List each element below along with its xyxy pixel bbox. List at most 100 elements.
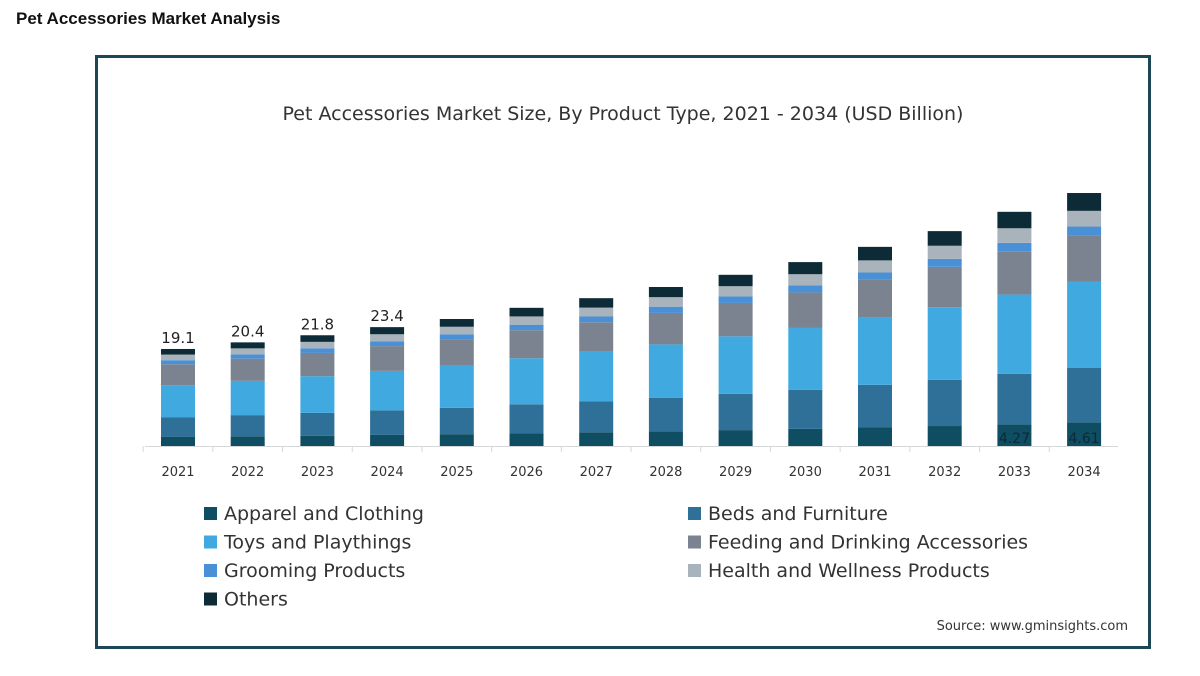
bar-segment-2021-others [161,348,195,355]
bar-segment-2029-beds-and-furniture [718,393,753,431]
bar-segment-2033-health-and-wellness-products [997,228,1032,243]
bar-segment-2032-health-and-wellness-products [927,245,962,259]
bar-segment-2027-beds-and-furniture [579,401,614,433]
bar-segment-2027-health-and-wellness-products [579,307,614,317]
bar-segment-2030-grooming-products [788,285,823,293]
x-tick-label: 2031 [858,465,891,480]
bar-segment-2033-feeding-and-drinking-accessories [997,251,1032,295]
bar-segment-2024-apparel-and-clothing [370,434,405,446]
legend-label: Feeding and Drinking Accessories [708,532,1028,554]
bar-segment-2031-toys-and-playthings [858,317,892,385]
bar-segment-2031-apparel-and-clothing [858,427,892,446]
x-tick-label: 2033 [998,465,1031,480]
x-tick-label: 2021 [161,465,194,480]
bar-segment-2022-feeding-and-drinking-accessories [230,358,265,381]
bar-segment-2027-others [579,298,614,308]
bar-segment-2021-health-and-wellness-products [161,354,195,361]
legend-swatch [688,564,701,577]
legend-label: Beds and Furniture [708,503,888,525]
x-tick-label: 2032 [928,465,961,480]
total-label-2024: 23.4 [370,307,403,325]
legend-label: Others [224,589,288,611]
legend-label: Health and Wellness Products [708,560,990,582]
bar-segment-2021-toys-and-playthings [161,385,195,418]
bar-segment-2023-feeding-and-drinking-accessories [300,352,335,377]
bar-segment-2025-feeding-and-drinking-accessories [439,339,474,366]
bar-segment-2028-grooming-products [648,306,683,313]
bar-segment-2022-health-and-wellness-products [230,348,265,355]
bar-segment-2023-grooming-products [300,348,335,353]
source-note: Source: www.gminsights.com [936,619,1128,634]
bar-segment-2022-others [230,342,265,349]
bar-segment-2029-health-and-wellness-products [718,286,753,297]
bar-segment-2034-others [1067,193,1102,211]
bar-segment-2026-feeding-and-drinking-accessories [509,330,544,359]
bar-segment-2033-beds-and-furniture [997,373,1032,425]
bar-segment-2028-toys-and-playthings [648,344,683,398]
bar-segment-2027-feeding-and-drinking-accessories [579,322,614,352]
bar-segment-2030-apparel-and-clothing [788,428,823,446]
bar-segment-2028-others [648,286,683,298]
bar-segment-2028-beds-and-furniture [648,397,683,432]
bar-segment-2022-apparel-and-clothing [230,436,265,446]
bar-segment-2031-others [858,246,892,261]
bar-segment-2034-grooming-products [1067,226,1102,236]
bar-segment-2023-toys-and-playthings [300,376,335,413]
bar-segment-2021-beds-and-furniture [161,417,195,437]
chart-title: Pet Accessories Market Size, By Product … [283,103,964,125]
bar-segment-2030-others [788,262,823,275]
x-tick-label: 2034 [1068,465,1101,480]
bar-segment-2023-apparel-and-clothing [300,435,335,446]
bar-segment-2024-beds-and-furniture [370,410,405,435]
bar-segment-2026-others [509,307,544,317]
bar-segment-2028-health-and-wellness-products [648,297,683,307]
bar-segment-2032-toys-and-playthings [927,307,962,380]
x-tick-label: 2027 [580,465,613,480]
legend-label: Toys and Playthings [223,532,411,554]
bar-segment-2026-health-and-wellness-products [509,316,544,325]
bar-segment-2021-feeding-and-drinking-accessories [161,364,195,386]
x-tick-label: 2022 [231,465,264,480]
legend-swatch [688,507,701,520]
bar-segment-2025-apparel-and-clothing [439,434,474,446]
legend-swatch [688,535,701,549]
x-tick-label: 2026 [510,465,543,480]
bar-segment-2034-feeding-and-drinking-accessories [1067,235,1102,282]
bar-segment-2024-feeding-and-drinking-accessories [370,346,405,371]
total-label-2023: 21.8 [301,315,334,333]
legend-swatch [204,535,217,549]
bar-segment-2022-toys-and-playthings [230,380,265,416]
bar-segment-2025-beds-and-furniture [439,407,474,435]
total-label-2021: 19.1 [161,329,194,347]
bar-segment-2026-beds-and-furniture [509,404,544,434]
bar-segment-2029-others [718,274,753,287]
bar-segment-2032-others [927,231,962,246]
bar-segment-2034-apparel-and-clothing [1067,422,1102,446]
segment-label-2034: 4.61 [1069,431,1100,447]
bar-segment-2034-beds-and-furniture [1067,367,1102,423]
bar-segment-2023-beds-and-furniture [300,412,335,436]
bar-segment-2026-apparel-and-clothing [509,433,544,446]
bar-segment-2033-grooming-products [997,242,1032,252]
bar-segment-2031-feeding-and-drinking-accessories [858,279,892,318]
bar-segment-2029-apparel-and-clothing [718,430,753,446]
legend-label: Grooming Products [224,560,405,582]
bar-segment-2021-grooming-products [161,360,195,365]
x-tick-label: 2025 [440,465,473,480]
bar-segment-2025-others [439,319,474,327]
bar-segment-2034-toys-and-playthings [1067,281,1102,368]
bar-segment-2026-grooming-products [509,324,544,331]
bar-segment-2027-toys-and-playthings [579,351,614,402]
bar-segment-2031-grooming-products [858,272,892,280]
legend-swatch [204,564,217,577]
bar-segment-2032-grooming-products [927,258,962,267]
bar-segment-2024-health-and-wellness-products [370,334,405,342]
bar-segment-2032-feeding-and-drinking-accessories [927,266,962,308]
bar-segment-2026-toys-and-playthings [509,358,544,405]
bar-segment-2029-toys-and-playthings [718,336,753,394]
bar-segment-2027-apparel-and-clothing [579,432,614,446]
bar-segment-2029-feeding-and-drinking-accessories [718,302,753,337]
bar-segment-2030-beds-and-furniture [788,389,823,429]
bar-segment-2031-beds-and-furniture [858,384,892,428]
